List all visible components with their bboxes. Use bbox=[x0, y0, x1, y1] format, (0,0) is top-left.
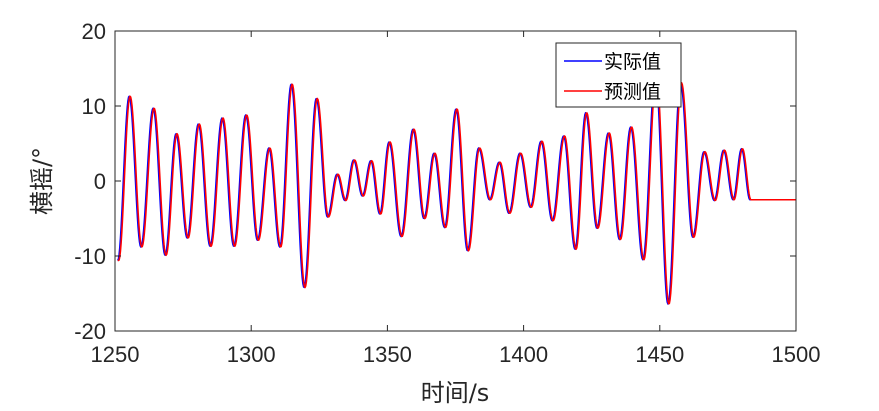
series-layer bbox=[116, 73, 797, 305]
x-tick-label: 1350 bbox=[363, 342, 412, 367]
y-tick-label: -10 bbox=[74, 244, 106, 269]
x-tick-label: 1250 bbox=[91, 342, 140, 367]
x-axis-label: 时间/s bbox=[421, 379, 490, 407]
x-tick-label: 1450 bbox=[635, 342, 684, 367]
y-tick-label: 20 bbox=[82, 19, 106, 44]
x-tick-label: 1500 bbox=[772, 342, 821, 367]
legend-box bbox=[555, 42, 682, 108]
legend-label-actual: 实际值 bbox=[604, 51, 661, 73]
y-tick-label: 10 bbox=[82, 94, 106, 119]
x-tick-label: 1300 bbox=[227, 342, 276, 367]
legend-label-predicted: 预测值 bbox=[604, 81, 661, 103]
y-tick-label: -20 bbox=[74, 319, 106, 344]
legend: 实际值 预测值 bbox=[555, 42, 682, 108]
x-tick-label: 1400 bbox=[499, 342, 548, 367]
y-axis: -20 -10 0 10 20 bbox=[74, 19, 796, 344]
x-axis: 1250 1300 1350 1400 1450 1500 bbox=[91, 31, 821, 367]
series-line-predicted bbox=[117, 73, 797, 305]
y-axis-label: 横摇/° bbox=[28, 147, 56, 215]
y-tick-label: 0 bbox=[94, 169, 106, 194]
